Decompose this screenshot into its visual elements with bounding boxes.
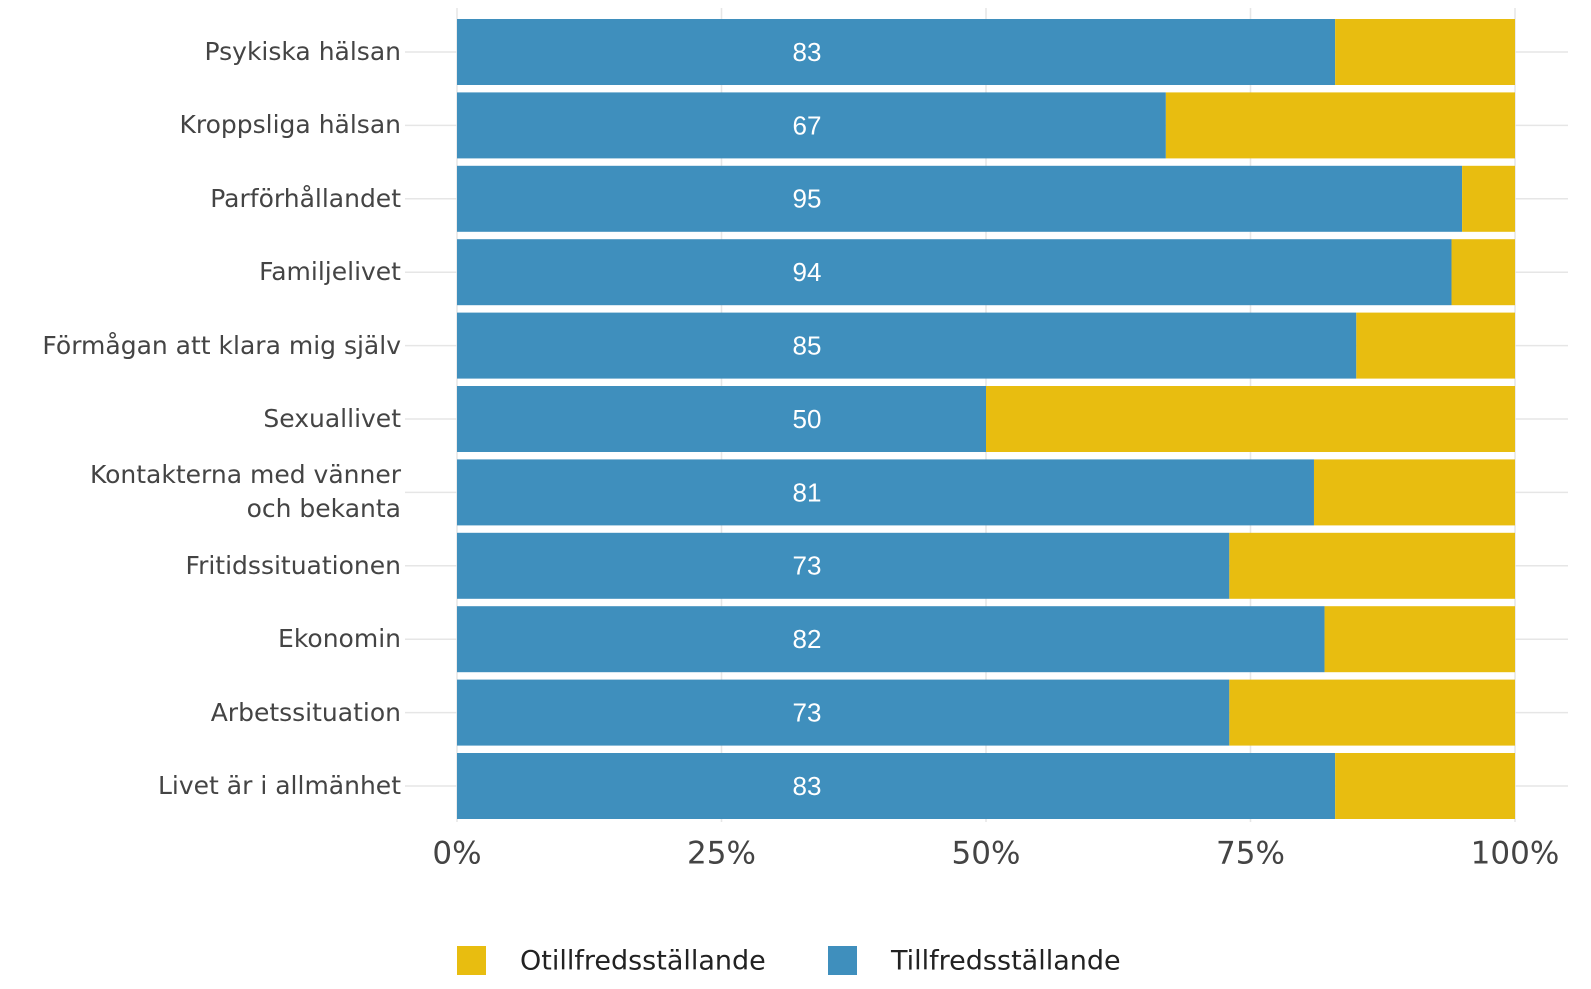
bar-segment [1462, 165, 1515, 232]
data-label: 73 [793, 551, 822, 581]
bar-segment [457, 679, 1230, 746]
x-tick-label: 75% [1216, 836, 1285, 872]
x-tick-label: 100% [1471, 836, 1560, 872]
bar-segment [457, 19, 1336, 85]
data-label: 85 [793, 330, 822, 360]
bar-segment [457, 532, 1230, 599]
bar-segment [1229, 679, 1515, 746]
bar-segment [457, 239, 1452, 306]
y-tick-label: Familjelivet [259, 257, 401, 287]
y-tick-label: Psykiska hälsan [204, 37, 401, 66]
data-label: 73 [793, 697, 822, 727]
y-tick-label: Fritidssituationen [185, 550, 401, 580]
data-label: 83 [793, 37, 822, 67]
bar-segment [1324, 606, 1515, 673]
data-label: 82 [793, 624, 822, 654]
y-tick-label: Kontakterna med vänner och bekanta [89, 460, 401, 524]
data-label: 81 [793, 477, 822, 507]
bar-segment [457, 312, 1357, 379]
bar-segment [1335, 753, 1515, 819]
bar-segment [1313, 459, 1515, 526]
bar-segment [1335, 19, 1515, 85]
data-label: 95 [793, 184, 822, 214]
bar-segment [457, 753, 1336, 819]
y-tick-label: Kroppsliga hälsan [179, 110, 401, 140]
bar-segment [1229, 532, 1515, 599]
legend-label: Otillfredsställande [520, 946, 766, 977]
bar-segment [1165, 92, 1515, 159]
bar-segment [1451, 239, 1515, 306]
y-tick-label: Parförhållandet [210, 183, 401, 213]
data-label: 83 [793, 771, 822, 801]
bar-segment [457, 386, 986, 452]
legend-swatch [828, 946, 857, 975]
y-tick-label: Arbetssituation [210, 697, 401, 727]
x-tick-label: 25% [687, 836, 756, 872]
y-tick-label: Sexuallivet [263, 404, 401, 433]
x-tick-label: 50% [952, 836, 1021, 872]
x-tick-label: 0% [432, 836, 481, 872]
data-label: 50 [793, 404, 822, 434]
bar-segment [986, 386, 1515, 452]
bar-segment [457, 92, 1166, 159]
legend-label: Tillfredsställande [890, 946, 1121, 977]
y-tick-label: Ekonomin [278, 624, 401, 654]
y-tick-label: Förmågan att klara mig själv [42, 330, 401, 360]
data-label: 67 [793, 110, 822, 140]
bar-segment [1356, 312, 1515, 379]
bar-segment [457, 165, 1463, 232]
bar-segment [457, 606, 1325, 673]
y-tick-label: Livet är i allmänhet [158, 771, 401, 800]
data-label: 94 [793, 257, 822, 287]
bar-segment [457, 459, 1314, 526]
legend-swatch [457, 946, 486, 975]
